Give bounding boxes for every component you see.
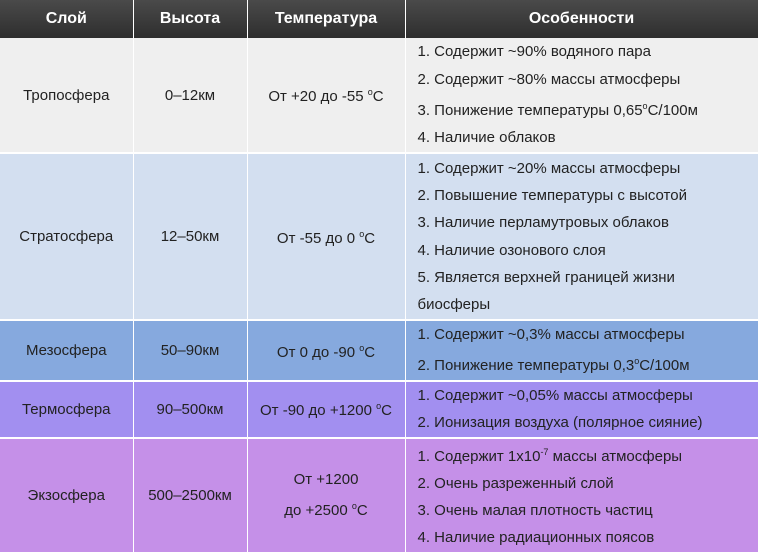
layer-cell: Термосфера (0, 380, 134, 439)
text-line: 2. Понижение температуры 0,3оС/100м (418, 348, 758, 379)
superscript: о (634, 356, 640, 367)
text-line: до +2500 оС (248, 493, 405, 524)
text-part: С/100м (639, 357, 690, 375)
superscript: о (351, 501, 357, 512)
features-cell: 1. Содержит ~20% массы атмосферы 2. Повыш… (405, 153, 758, 321)
text-line: 3. Наличие перламутровых облаков (417, 214, 669, 232)
features-cell: 1. Содержит 1х10-7 массы атмосферы 2. Оче… (405, 437, 758, 554)
text-line: От -90 до +1200 оС (248, 393, 405, 424)
table-row: Термосфера 90–500км От -90 до +1200 оС 1. С… (0, 380, 758, 439)
temperature-cell: От -90 до +1200 оС (247, 380, 406, 439)
text-part: С/100м (647, 102, 698, 119)
temperature-cell: От +1200 до +2500 оС (247, 437, 406, 554)
header-cell: Особенности (405, 0, 758, 38)
layer-cell: Стратосфера (0, 153, 134, 321)
layer-cell: Экзосфера (0, 437, 134, 554)
text-line: 1. Содержит ~90% водяного пара (417, 43, 651, 61)
temperature-cell: От 0 до -90 оС (247, 320, 406, 382)
text-line: От -55 до 0 оС (248, 221, 405, 252)
text-part: С (381, 402, 392, 420)
features-cell: 1. Содержит ~90% водяного пара 2. Содержи… (405, 38, 758, 154)
table-row: Тропосфера 0–12км От +20 до -55 оС 1. Содер… (0, 38, 758, 154)
height-cell: 0–12км (133, 38, 248, 154)
text-part: С (364, 229, 376, 247)
text-part: От -90 до +1200 (260, 402, 377, 420)
text-part: С (372, 88, 384, 106)
text-part: С (364, 343, 376, 361)
text-line: От 0 до -90 оС (248, 335, 405, 366)
header-cell: Высота (133, 0, 248, 38)
text-line: 1. Содержит ~0,05% массы атмосферы (417, 386, 693, 404)
text-part: массы атмосферы (548, 447, 683, 465)
text-line: 2. Повышение температуры с высотой (417, 186, 687, 204)
features-cell: 1. Содержит ~0,05% массы атмосферы 2. Ион… (405, 380, 758, 439)
superscript: о (359, 342, 365, 353)
header-cell: Слой (0, 0, 134, 38)
features-cell: 1. Содержит ~0,3% массы атмосферы 2. Пони… (405, 320, 758, 382)
table-row: Экзосфера 500–2500км От +1200 до +2500 оС 1.… (0, 437, 758, 554)
text-part: От +20 до -55 (268, 88, 368, 106)
text-part: 2. Понижение температуры 0,3 (417, 357, 635, 375)
text-line: 3. Понижение температуры 0,65оС/100м (418, 93, 758, 124)
superscript: о (376, 401, 382, 412)
header-row: Слой Высота Температура Особенности (0, 0, 758, 38)
text-part: 3. Понижение температуры 0,65 (417, 102, 643, 119)
temperature-cell: От +20 до -55 оС (247, 38, 406, 154)
table-body: Тропосфера 0–12км От +20 до -55 оС 1. Содер… (0, 38, 758, 554)
superscript: о (359, 228, 365, 239)
header-cell: Температура (247, 0, 406, 38)
superscript: о (642, 101, 648, 111)
height-cell: 12–50км (133, 153, 248, 321)
height-cell: 500–2500км (133, 437, 248, 554)
table-row: Мезосфера 50–90км От 0 до -90 оС 1. Содержи… (0, 320, 758, 382)
text-line: От +20 до -55 оС (248, 79, 405, 110)
text-line: 4. Наличие облаков (417, 129, 556, 147)
text-part: до +2500 (284, 502, 352, 520)
text-line: 4. Наличие озонового слоя (417, 241, 606, 259)
superscript: о (367, 87, 373, 98)
text-line: 5. Является верхней границей жизни (417, 268, 675, 286)
text-line: 1. Содержит 1х10-7 массы атмосферы (418, 439, 758, 470)
table-row: Стратосфера 12–50км От -55 до 0 оС 1. Содер… (0, 153, 758, 321)
layer-cell: Тропосфера (0, 38, 134, 154)
text-part: 1. Содержит 1х10 (417, 447, 541, 465)
temperature-cell: От -55 до 0 оС (247, 153, 406, 321)
text-line: 2. Содержит ~80% массы атмосферы (417, 70, 681, 88)
text-line: 2. Ионизация воздуха (полярное сияние) (417, 414, 703, 432)
text-line: 1. Содержит ~0,3% массы атмосферы (417, 326, 685, 343)
text-line: От +1200 (293, 470, 359, 488)
text-line: 1. Содержит ~20% массы атмосферы (417, 159, 681, 177)
text-line: 2. Очень разреженный слой (417, 474, 614, 492)
text-line: 3. Очень малая плотность частиц (417, 502, 653, 520)
text-line: 4. Наличие радиационных поясов (417, 529, 655, 547)
text-part: От -55 до 0 (276, 229, 360, 247)
text-part: От 0 до -90 (276, 343, 360, 361)
layer-cell: Мезосфера (0, 320, 134, 382)
height-cell: 50–90км (133, 320, 248, 382)
height-cell: 90–500км (133, 380, 248, 439)
text-part: С (356, 502, 368, 520)
text-line: биосферы (417, 296, 491, 314)
superscript: -7 (540, 446, 549, 457)
